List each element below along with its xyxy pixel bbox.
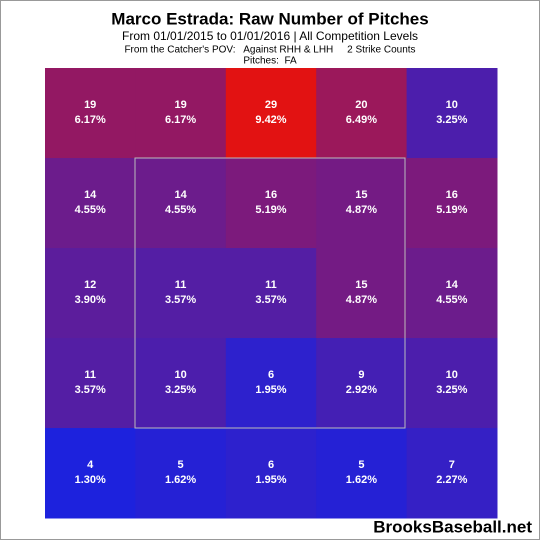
cell [406,338,498,429]
cell-count: 15 [355,189,367,201]
cell-count: 10 [174,369,186,381]
cell [406,428,498,519]
cell-percent: 4.87% [346,294,377,306]
cell-count: 5 [358,459,364,471]
strike-zone [134,157,406,429]
cell-percent: 5.19% [436,204,467,216]
cell-count: 20 [355,99,367,111]
cell [45,338,136,429]
cell-count: 29 [265,99,277,111]
cell-percent: 4.55% [165,204,196,216]
subtitle: From 01/01/2015 to 01/01/2016 | All Comp… [122,29,418,43]
cell-percent: 3.57% [75,384,106,396]
cell-count: 12 [84,279,96,291]
cell-count: 11 [84,369,96,381]
cell-count: 19 [84,99,96,111]
cell-count: 11 [265,279,277,291]
cell-percent: 3.25% [165,384,196,396]
cell-percent: 3.25% [436,114,467,126]
cell-percent: 9.42% [255,114,286,126]
cell [316,338,408,429]
cell-count: 5 [178,459,184,471]
cell-count: 15 [355,279,367,291]
cell [406,158,498,249]
cell [225,158,317,249]
cell [45,248,136,339]
cell-count: 14 [84,189,97,201]
cell [135,428,227,519]
cell-percent: 5.19% [255,204,286,216]
cell [225,248,317,339]
cell-percent: 3.90% [75,294,106,306]
chart-title: Marco Estrada: Raw Number of Pitches [111,9,428,28]
cell-percent: 1.62% [165,474,196,486]
cell-percent: 6.17% [165,114,196,126]
cell-count: 4 [87,459,94,471]
cell-percent: 6.49% [346,114,377,126]
cell-percent: 3.57% [255,294,286,306]
cell [316,158,408,249]
cell-count: 9 [358,369,364,381]
cell [406,248,498,339]
cell-percent: 4.87% [346,204,377,216]
cell [316,68,408,159]
cell-count: 14 [446,279,459,291]
cell-count: 7 [449,459,455,471]
cell-count: 6 [268,459,274,471]
cell-percent: 1.30% [75,474,106,486]
cell [45,428,136,519]
cell [45,68,136,159]
cell-count: 10 [446,369,458,381]
filters: From the Catcher's POV: Against RHH & LH… [124,45,415,56]
cell [135,338,227,429]
cell-count: 19 [174,99,186,111]
cell-percent: 2.92% [346,384,377,396]
cell-count: 6 [268,369,274,381]
cell-percent: 2.27% [436,474,467,486]
cell [225,68,317,159]
cell-count: 11 [175,279,187,291]
cell [225,338,317,429]
cell [135,68,227,159]
watermark: BrooksBaseball.net [373,517,532,536]
cell-percent: 1.62% [346,474,377,486]
cell-count: 10 [446,99,458,111]
cell-percent: 4.55% [436,294,467,306]
cell [406,68,498,159]
cell-percent: 1.95% [255,474,286,486]
cell-percent: 1.95% [255,384,286,396]
pitches: Pitches: FA [243,56,297,67]
cell-count: 16 [446,189,458,201]
cell-percent: 3.57% [165,294,196,306]
cell [45,158,136,249]
cell-count: 16 [265,189,277,201]
cell [316,248,408,339]
cell-percent: 6.17% [75,114,106,126]
cell-percent: 3.25% [436,384,467,396]
heatmap-cells: 19 6.17% 19 6.17% 29 9.42% 20 6.49% 10 3.25% 14 4.5… [45,68,498,519]
cell [316,428,408,519]
cell [225,428,317,519]
cell-count: 14 [174,189,187,201]
cell [135,158,227,249]
cell-percent: 4.55% [75,204,106,216]
cell [135,248,227,339]
